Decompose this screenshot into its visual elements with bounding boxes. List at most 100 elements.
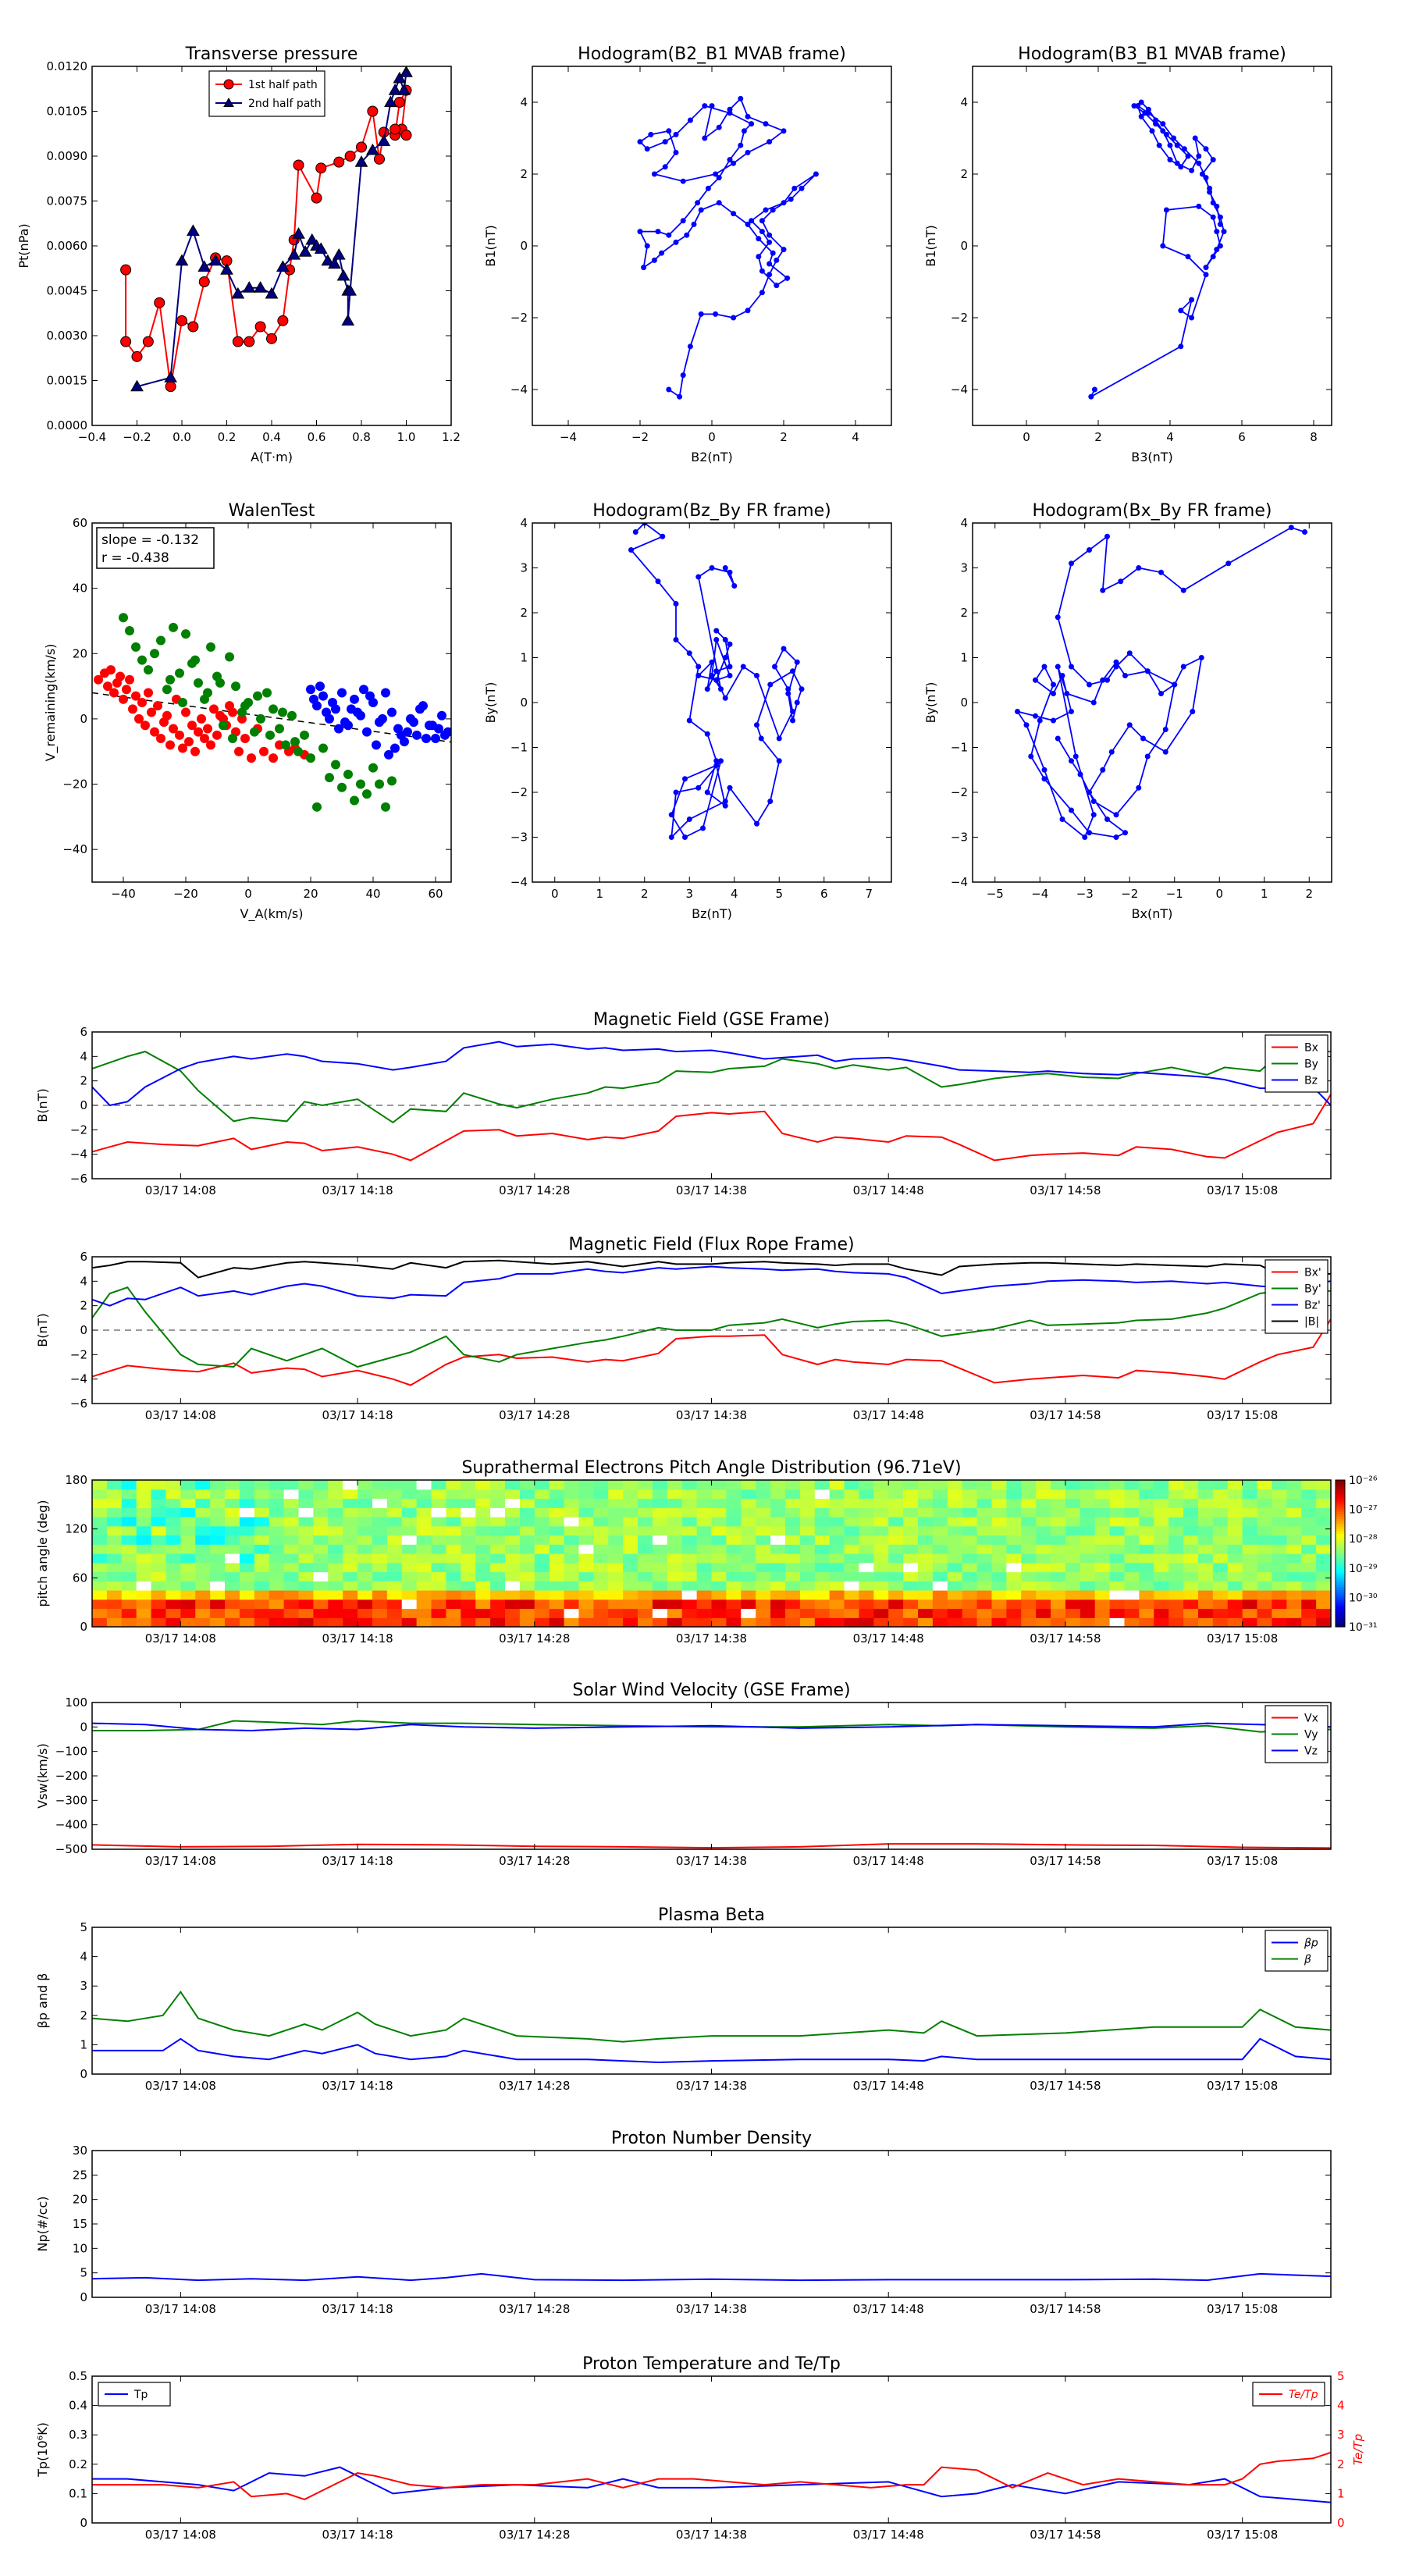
pitch_angle-cell: [696, 1553, 713, 1564]
pitch_angle-cell: [401, 1525, 418, 1536]
pitch_angle-cell: [1316, 1535, 1332, 1545]
pitch_angle-cell: [784, 1517, 801, 1527]
pitch_angle-cell: [1227, 1525, 1243, 1536]
pitch_angle-cell: [1212, 1507, 1229, 1517]
pitch_angle-cell: [431, 1599, 447, 1610]
pitch_angle-cell: [1197, 1535, 1214, 1545]
pitch_angle-cell: [623, 1480, 638, 1490]
hodogram_bx_by-series-0-point: [1158, 569, 1164, 575]
hodogram_bx_by-series-0-point: [1225, 560, 1232, 567]
pitch_angle-cell: [431, 1608, 447, 1618]
pitch_angle-colorbar-step: [1336, 1599, 1345, 1603]
pitch_angle-cell: [1227, 1617, 1243, 1628]
walen_test-series-2-point: [412, 730, 422, 740]
hodogram_bx_by-series-0-point: [1136, 785, 1142, 791]
plasma_beta-ytick-label: 4: [80, 1950, 87, 1964]
walen_test-series-2-point: [437, 710, 446, 720]
pitch_angle-cell: [873, 1590, 889, 1600]
pitch_angle-cell: [991, 1507, 1007, 1517]
plasma_beta-ytick-label: 3: [80, 1979, 87, 1993]
pitch_angle-cell: [947, 1535, 963, 1545]
pitch_angle-cell: [1168, 1571, 1184, 1582]
pitch_angle-cell: [1065, 1498, 1081, 1508]
pitch_angle-cell: [593, 1571, 609, 1582]
pitch_angle-colorbar-step: [1336, 1570, 1345, 1574]
hodogram_bz_by-series-0-point: [682, 834, 688, 840]
pitch_angle-colorbar-step: [1336, 1504, 1345, 1508]
hodogram_b3_b1-xlabel: B3(nT): [1131, 450, 1173, 464]
pitch_angle-cell: [121, 1480, 137, 1490]
pitch_angle-cell: [1139, 1581, 1154, 1591]
hodogram_b3_b1-series-0-point: [1217, 214, 1223, 220]
sw_velocity-ytick-label: −400: [55, 1818, 87, 1832]
walen_test-series-0-point: [150, 727, 159, 737]
pitch_angle-cell: [814, 1617, 831, 1628]
pitch_angle-cell: [593, 1535, 609, 1545]
pitch_angle-cell: [372, 1599, 388, 1610]
pitch_angle-cell: [283, 1590, 300, 1600]
pitch_angle-cell: [770, 1480, 786, 1490]
pitch_angle-cell: [1051, 1562, 1066, 1573]
pitch_angle-cell: [623, 1571, 638, 1582]
hodogram_b2_b1-series-0-point: [767, 139, 773, 145]
hodogram_bz_by-series-0-point: [668, 812, 674, 818]
hodogram_bz_by-ytick-label: −1: [510, 741, 528, 755]
pitch_angle-cell: [195, 1525, 211, 1536]
pitch_angle-cell: [372, 1544, 388, 1554]
walen_test-xtick-label: −20: [173, 887, 198, 901]
walen_test-series-0-point: [169, 724, 178, 734]
pitch_angle-cell: [151, 1599, 167, 1610]
pitch_angle-colorbar-label: 10⁻³⁰: [1349, 1592, 1378, 1604]
pitch_angle-cell: [1080, 1581, 1096, 1591]
pitch_angle-colorbar-label: 10⁻²⁶: [1349, 1475, 1378, 1487]
pitch_angle-cell: [1272, 1544, 1287, 1554]
hodogram_b2_b1-ytick-label: −4: [510, 382, 528, 397]
transverse_pressure-series-1-point: [197, 260, 212, 272]
pitch_angle-cell: [298, 1525, 314, 1536]
proton_density-title: Proton Number Density: [611, 2129, 812, 2148]
pitch_angle-cell: [1227, 1562, 1243, 1573]
pitch_angle-cell: [1257, 1590, 1273, 1600]
pitch_angle-cell: [1316, 1562, 1332, 1573]
pitch_angle-cell: [1124, 1517, 1140, 1527]
walen_test-series-1-point: [337, 782, 347, 792]
proton_temp-frame: [91, 2375, 1332, 2524]
pitch_angle-cell: [313, 1480, 329, 1490]
pitch_angle-cell: [1006, 1498, 1022, 1508]
pitch_angle-cell: [549, 1507, 565, 1517]
pitch_angle-cell: [372, 1507, 388, 1517]
hodogram_bz_by-series-0-point: [628, 547, 634, 553]
pitch_angle-cell: [859, 1590, 874, 1600]
pitch_angle-cell: [681, 1608, 698, 1618]
pitch_angle-cell: [519, 1571, 535, 1582]
pitch_angle-cell: [1272, 1581, 1287, 1591]
hodogram_b3_b1-series-0-point: [1160, 243, 1166, 249]
pitch_angle-cell: [741, 1489, 756, 1500]
sw_velocity-xtick-label: 03/17 14:48: [853, 1854, 924, 1868]
walen_test-series-0-point: [203, 724, 212, 734]
hodogram_b2_b1-series-0-point: [774, 283, 780, 289]
pitch_angle-cell: [976, 1507, 993, 1517]
hodogram_bz_by-series-0-point: [785, 691, 791, 696]
pitch_angle-cell: [1080, 1507, 1096, 1517]
pitch_angle-cell: [1006, 1581, 1022, 1591]
pitch_angle-cell: [652, 1498, 668, 1508]
pitch_angle-cell: [1139, 1571, 1154, 1582]
pitch_angle-cell: [726, 1590, 742, 1600]
pitch_angle-cell: [903, 1599, 919, 1610]
pitch_angle-cell: [962, 1517, 978, 1527]
pitch_angle-cell: [298, 1562, 314, 1573]
pitch_angle-cell: [814, 1608, 831, 1618]
pitch_angle-cell: [1301, 1489, 1317, 1500]
hodogram_bz_by-ytick-label: −2: [510, 785, 528, 799]
hodogram_bx_by-series-0-point: [1055, 614, 1061, 621]
pitch_angle-cell: [696, 1617, 713, 1628]
pitch_angle-cell: [372, 1489, 388, 1500]
hodogram_b2_b1-series-0-point: [716, 175, 722, 181]
walen_test-series-0-point: [206, 740, 215, 750]
mag_fr-ytick-label: −6: [70, 1397, 87, 1411]
hodogram_b3_b1-xtick-label: 2: [1094, 430, 1102, 444]
pitch_angle-cell: [372, 1525, 388, 1536]
pitch_angle-cell: [136, 1507, 152, 1517]
